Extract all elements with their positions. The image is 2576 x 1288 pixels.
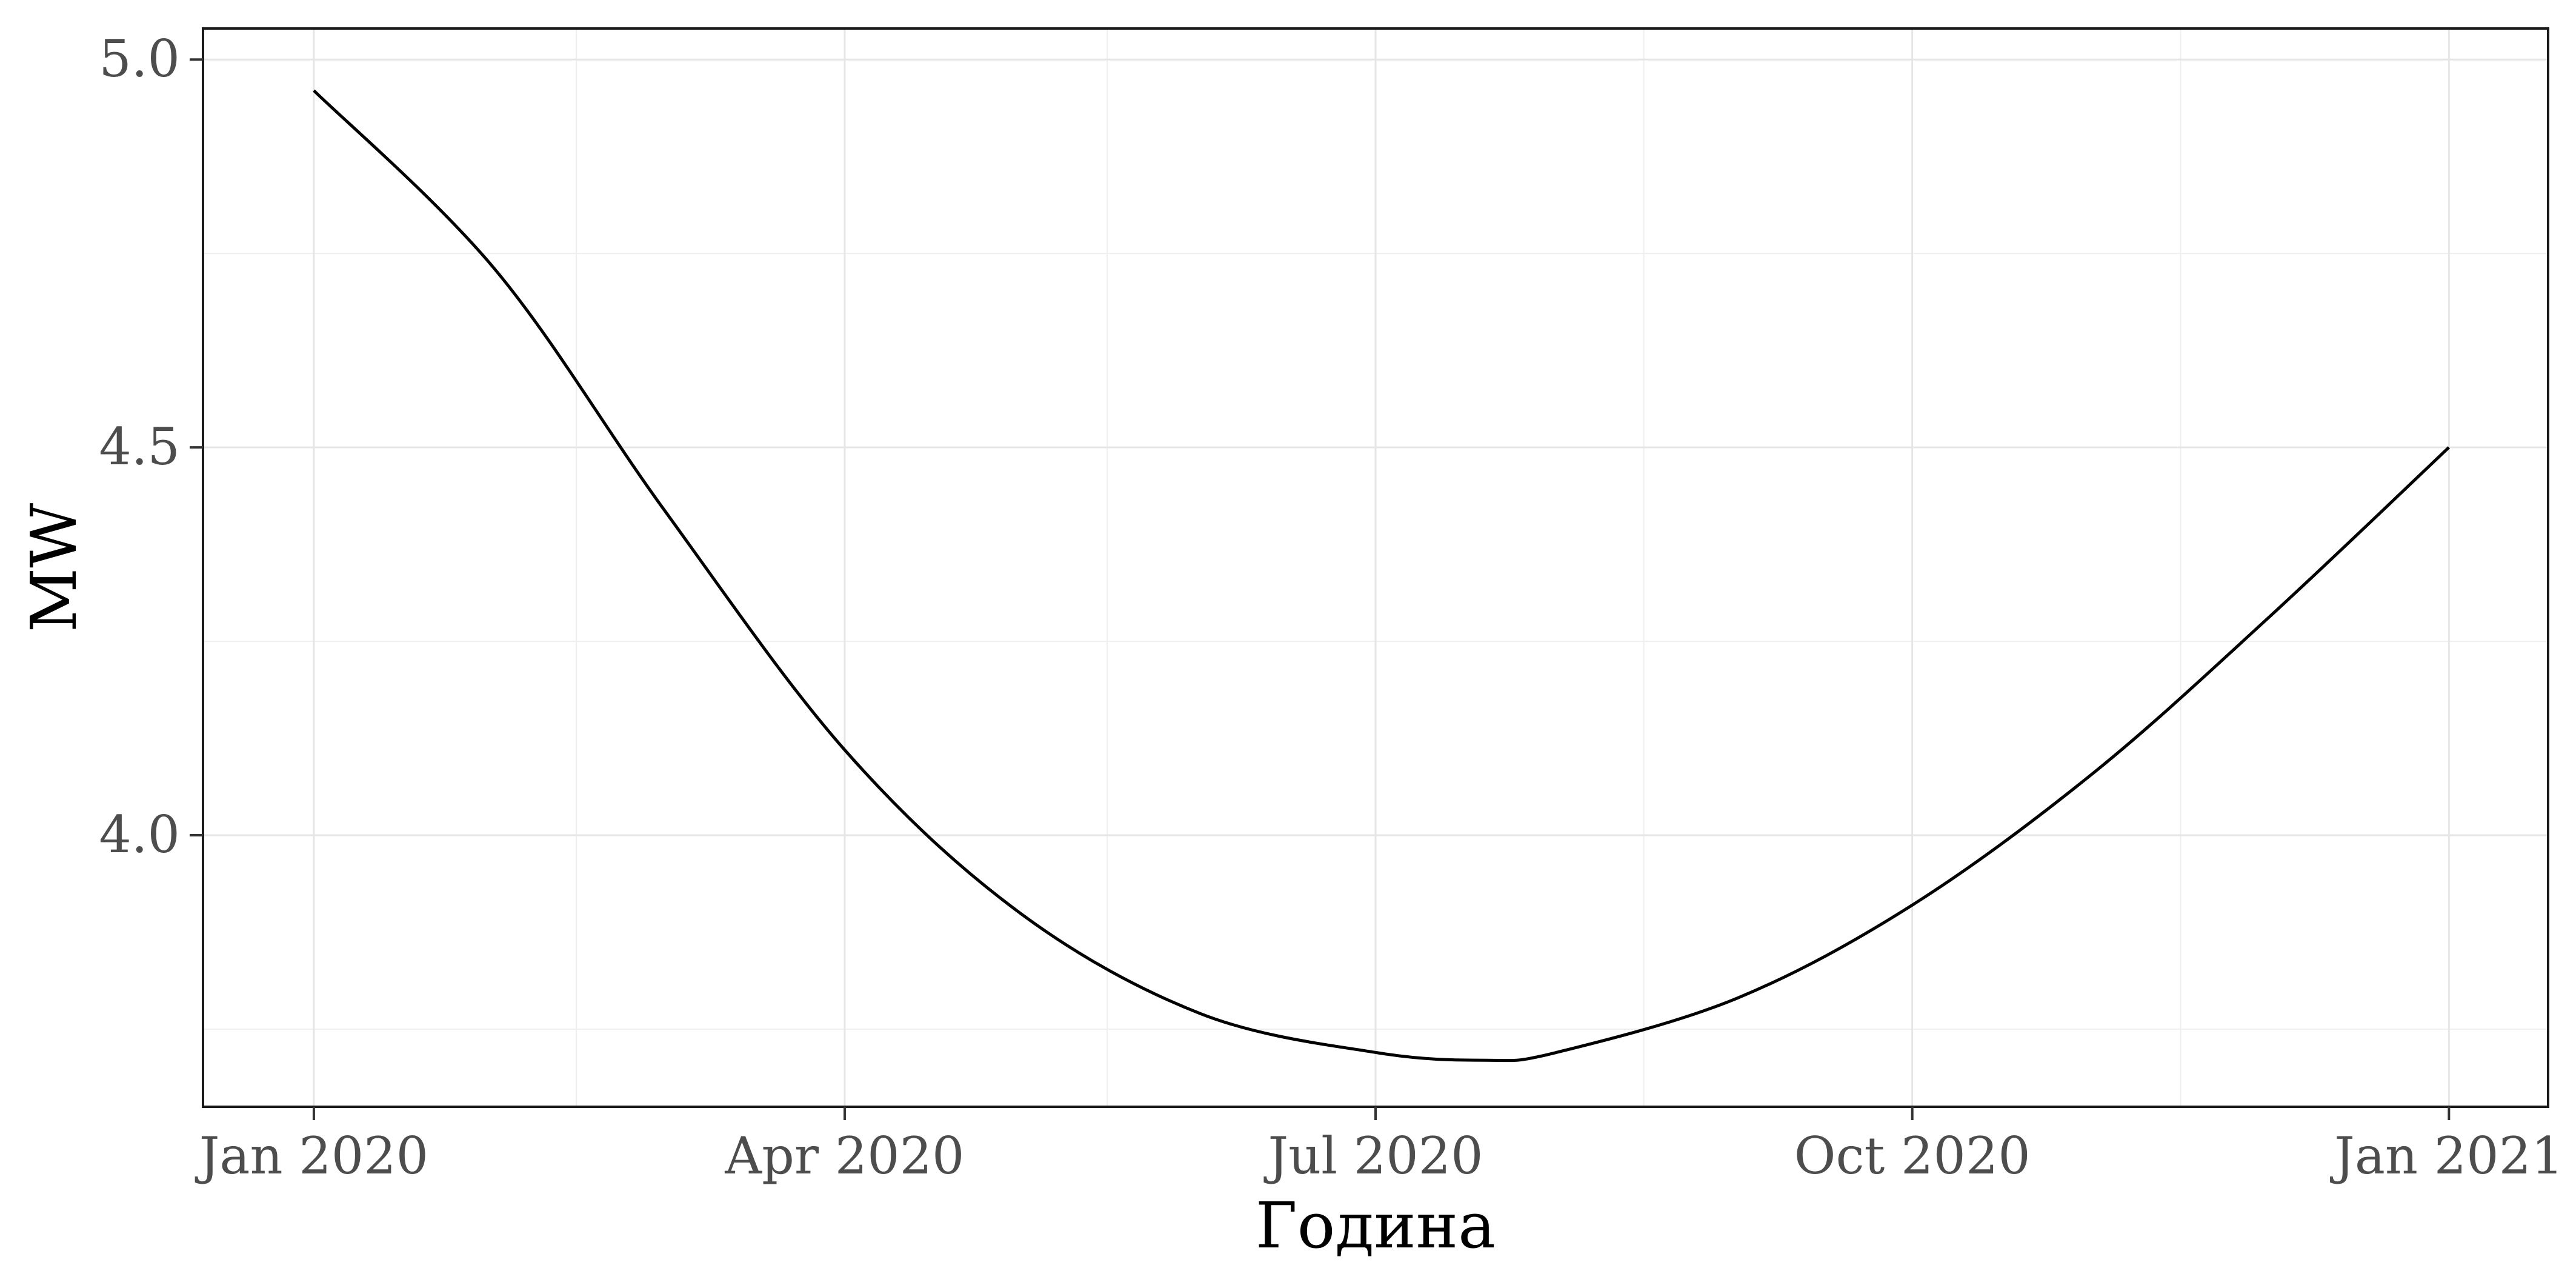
x-axis-title: Година	[1256, 1189, 1496, 1263]
y-tick-label: 5.0	[99, 29, 180, 88]
y-axis-title: MW	[17, 503, 91, 632]
y-tick-label: 4.0	[99, 805, 180, 864]
x-tick-label: Jan 2020	[195, 1126, 428, 1186]
x-tick-labels: Jan 2020 Apr 2020 Jul 2020 Oct 2020 Jan 2021	[195, 1126, 2564, 1186]
y-tick-labels: 4.0 4.5 5.0	[99, 29, 180, 864]
y-tick-label: 4.5	[99, 417, 180, 476]
x-tick-label: Oct 2020	[1794, 1126, 2031, 1186]
series-line	[313, 89, 2451, 1063]
grid	[203, 28, 2548, 1107]
x-tick-label: Apr 2020	[724, 1126, 964, 1186]
axis-ticks	[190, 58, 2451, 1120]
x-tick-label: Jan 2021	[2329, 1126, 2563, 1186]
x-tick-label: Jul 2020	[1263, 1126, 1483, 1186]
